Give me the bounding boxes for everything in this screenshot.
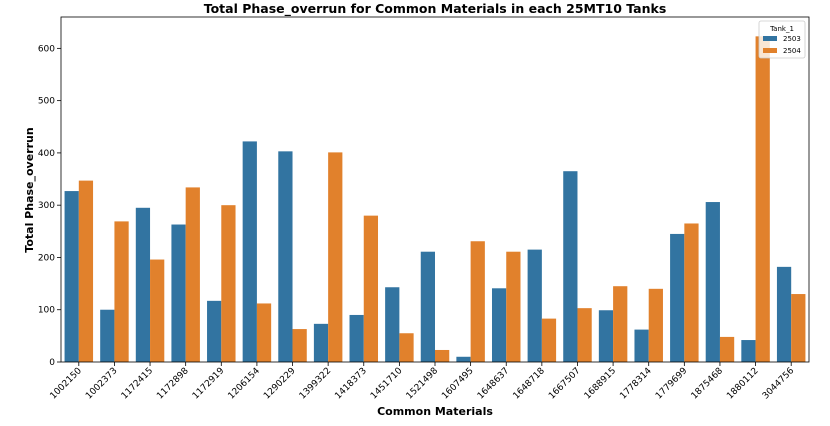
bar-2503-1418373 (349, 314, 364, 362)
bar-2504-1648718 (541, 318, 557, 362)
y-tick-label: 100 (38, 306, 55, 316)
x-tick-label: 1451710 (369, 366, 405, 402)
y-tick-label: 0 (49, 358, 55, 368)
legend-entries: 2503 2504 (763, 35, 801, 55)
bar-2503-1002150 (64, 191, 79, 362)
bar-2504-1418373 (363, 215, 379, 362)
bar-2503-1875468 (705, 202, 720, 362)
bar-2504-1521498 (435, 349, 450, 362)
bar-2503-1648637 (491, 288, 507, 362)
bar-2504-1172415 (150, 259, 165, 362)
x-tick-label: 1880112 (725, 366, 760, 401)
bar-2504-1002373 (114, 221, 129, 362)
y-tick-label: 600 (38, 44, 55, 54)
bar-2504-1002150 (78, 180, 94, 362)
bar-2503-1172919 (207, 300, 222, 362)
bar-2504-1607495 (470, 241, 485, 362)
bar-2504-1688915 (613, 286, 628, 362)
legend-swatch-2504 (763, 48, 777, 53)
x-tick-label: 1648718 (512, 366, 548, 402)
bar-2504-1399322 (328, 152, 343, 362)
x-tick-label: 1290229 (262, 366, 298, 402)
legend-label-2504: 2504 (783, 47, 801, 55)
x-axis-ticks: 1002150 1002373 1172415 1172898 1172919 12061… (49, 362, 797, 402)
x-tick-label: 1418373 (333, 366, 368, 401)
bar-2504-3044756 (791, 294, 806, 362)
x-tick-label: 1778314 (618, 366, 654, 402)
bar-2504-1172898 (185, 187, 200, 362)
legend: Tank_1 2503 2504 (758, 20, 806, 59)
y-tick-label: 500 (38, 97, 55, 107)
y-tick-label: 300 (38, 201, 55, 211)
plot-frame (60, 16, 810, 363)
bar-2503-1880112 (741, 340, 756, 362)
y-axis-title: Total Phase_overrun (23, 127, 36, 252)
bar-2504-1667507 (577, 308, 592, 362)
x-tick-label: 1688915 (583, 366, 618, 401)
x-axis-title: Common Materials (377, 405, 493, 418)
bar-2503-1778314 (634, 329, 649, 362)
bar-2504-1875468 (719, 336, 735, 362)
x-tick-label: 3044756 (761, 366, 797, 402)
x-tick-label: 1779699 (654, 366, 690, 402)
x-tick-label: 1172415 (120, 366, 155, 401)
y-tick-label: 400 (38, 149, 55, 159)
x-tick-label: 1521498 (405, 366, 441, 402)
bar-2503-1451710 (385, 287, 400, 362)
x-tick-label: 1172898 (155, 366, 191, 402)
bar-2504-1206154 (256, 303, 272, 362)
x-tick-label: 1648637 (476, 366, 511, 401)
x-tick-label: 1399322 (298, 366, 333, 401)
chart-title: Total Phase_overrun for Common Materials… (204, 1, 667, 17)
bar-2504-1648637 (506, 251, 521, 362)
x-tick-label: 1607495 (440, 366, 475, 401)
legend-title: Tank_1 (769, 25, 794, 33)
bar-2503-3044756 (776, 266, 792, 362)
x-tick-label: 1206154 (227, 366, 263, 402)
y-tick-label: 200 (38, 253, 55, 263)
x-tick-label: 1875468 (690, 366, 726, 402)
bar-2503-1399322 (313, 323, 329, 362)
legend-swatch-2503 (763, 36, 777, 41)
bar-2503-1172898 (171, 224, 186, 362)
bar-2503-1521498 (420, 251, 435, 362)
bar-2504-1778314 (648, 288, 663, 362)
x-tick-label: 1002373 (84, 366, 119, 401)
bar-2503-1002373 (100, 309, 115, 362)
bar-2503-1206154 (242, 141, 257, 362)
bar-2504-1880112 (755, 36, 770, 362)
bar-2503-1607495 (456, 356, 471, 362)
bar-2503-1172415 (135, 207, 151, 362)
y-axis-ticks: 0 100 200 300 400 500 600 (38, 44, 61, 368)
x-tick-label: 1172919 (191, 366, 227, 402)
bar-2504-1172919 (221, 205, 236, 362)
bar-2503-1290229 (278, 151, 293, 362)
bar-2503-1667507 (563, 171, 578, 362)
bars (64, 36, 806, 362)
bar-2504-1290229 (292, 329, 307, 362)
bar-2504-1451710 (399, 333, 414, 362)
bar-2503-1688915 (598, 310, 614, 362)
bar-2503-1779699 (670, 233, 685, 362)
bar-2504-1779699 (684, 223, 699, 362)
bar-2503-1648718 (527, 249, 542, 362)
x-tick-label: 1667507 (547, 366, 582, 401)
x-tick-label: 1002150 (49, 366, 85, 402)
legend-label-2503: 2503 (783, 35, 801, 43)
